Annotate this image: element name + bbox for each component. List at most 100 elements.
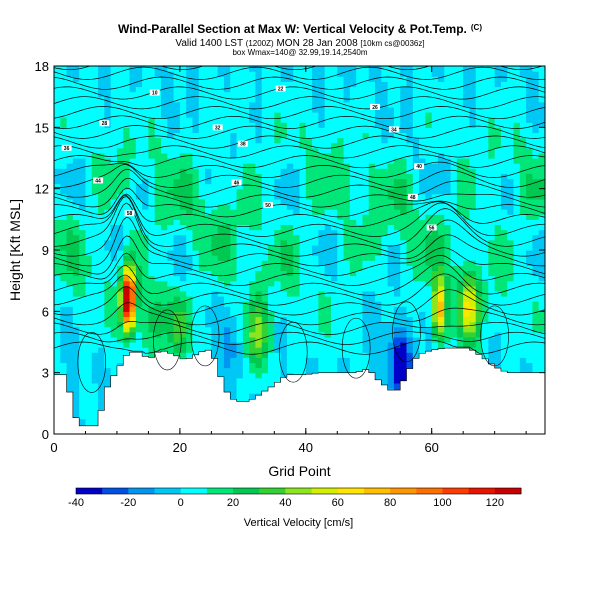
w-cell <box>72 81 80 88</box>
w-cell <box>393 382 401 389</box>
w-cell <box>198 255 206 261</box>
w-cell <box>305 270 313 277</box>
w-cell <box>211 193 219 200</box>
w-cell <box>299 239 307 246</box>
w-cell <box>431 311 439 318</box>
w-cell <box>261 86 269 93</box>
w-cell <box>148 255 156 261</box>
w-cell <box>179 244 187 251</box>
w-cell <box>349 71 357 77</box>
w-cell <box>167 260 175 266</box>
w-cell <box>236 91 244 98</box>
w-cell <box>161 326 168 333</box>
w-cell <box>324 81 332 88</box>
w-cell <box>261 173 269 180</box>
w-cell <box>412 331 420 338</box>
w-cell <box>255 168 263 174</box>
w-cell <box>293 255 301 261</box>
w-cell <box>387 280 395 287</box>
w-cell <box>261 347 269 353</box>
w-cell <box>261 147 269 154</box>
w-cell <box>123 306 131 312</box>
w-cell <box>425 265 433 272</box>
w-cell <box>167 219 175 226</box>
w-cell <box>60 209 68 215</box>
w-cell <box>482 204 489 210</box>
w-cell <box>400 71 408 77</box>
w-cell <box>249 244 257 251</box>
w-cell <box>230 106 238 113</box>
w-cell <box>142 112 150 118</box>
w-cell <box>236 326 244 333</box>
w-cell <box>286 229 294 236</box>
w-cell <box>230 250 238 256</box>
w-cell <box>286 163 294 169</box>
w-cell <box>91 331 99 338</box>
w-cell <box>173 265 181 272</box>
w-cell <box>261 301 269 307</box>
w-cell <box>299 71 307 77</box>
w-cell <box>381 326 389 333</box>
w-cell <box>318 250 326 256</box>
w-cell <box>343 81 351 88</box>
w-cell <box>293 234 301 241</box>
w-cell <box>110 209 118 215</box>
w-cell <box>387 244 395 251</box>
w-cell <box>343 321 351 328</box>
w-cell <box>148 163 156 169</box>
w-cell <box>368 301 376 307</box>
w-cell <box>381 163 389 169</box>
w-cell <box>312 296 319 302</box>
w-cell <box>312 290 319 297</box>
w-cell <box>116 86 124 93</box>
w-cell <box>249 260 257 266</box>
w-cell <box>104 362 112 369</box>
w-cell <box>280 357 288 364</box>
w-cell <box>123 163 131 169</box>
w-cell <box>198 244 206 251</box>
w-cell <box>198 137 206 144</box>
w-cell <box>167 326 175 333</box>
w-cell <box>280 290 288 297</box>
w-cell <box>375 244 382 251</box>
w-cell <box>444 142 452 149</box>
w-cell <box>463 112 471 118</box>
w-cell <box>198 66 206 72</box>
w-cell <box>412 296 420 302</box>
w-cell <box>223 239 231 246</box>
w-cell <box>268 331 275 338</box>
w-cell <box>393 296 401 302</box>
w-cell <box>85 158 93 164</box>
w-cell <box>274 342 282 348</box>
w-cell <box>110 193 118 200</box>
w-cell <box>91 382 99 389</box>
w-cell <box>66 158 74 164</box>
w-cell <box>192 275 200 282</box>
w-cell <box>268 127 275 134</box>
w-cell <box>154 204 162 210</box>
w-cell <box>104 255 112 261</box>
w-cell <box>482 244 489 251</box>
w-cell <box>482 255 489 261</box>
w-cell <box>198 296 206 302</box>
w-cell <box>318 214 326 220</box>
w-cell <box>60 66 68 72</box>
w-cell <box>431 193 439 200</box>
w-cell <box>161 321 168 328</box>
w-cell <box>318 229 326 236</box>
w-cell <box>393 96 401 103</box>
w-cell <box>116 270 124 277</box>
w-cell <box>104 204 112 210</box>
w-cell <box>148 188 156 195</box>
w-cell <box>444 81 452 88</box>
w-cell <box>217 147 225 154</box>
w-cell <box>72 306 80 312</box>
w-cell <box>293 362 301 369</box>
w-cell <box>324 260 332 266</box>
w-cell <box>230 362 238 369</box>
w-cell <box>198 336 206 343</box>
w-cell <box>419 290 426 297</box>
w-cell <box>261 112 269 118</box>
w-cell <box>425 127 433 134</box>
w-cell <box>217 132 225 139</box>
